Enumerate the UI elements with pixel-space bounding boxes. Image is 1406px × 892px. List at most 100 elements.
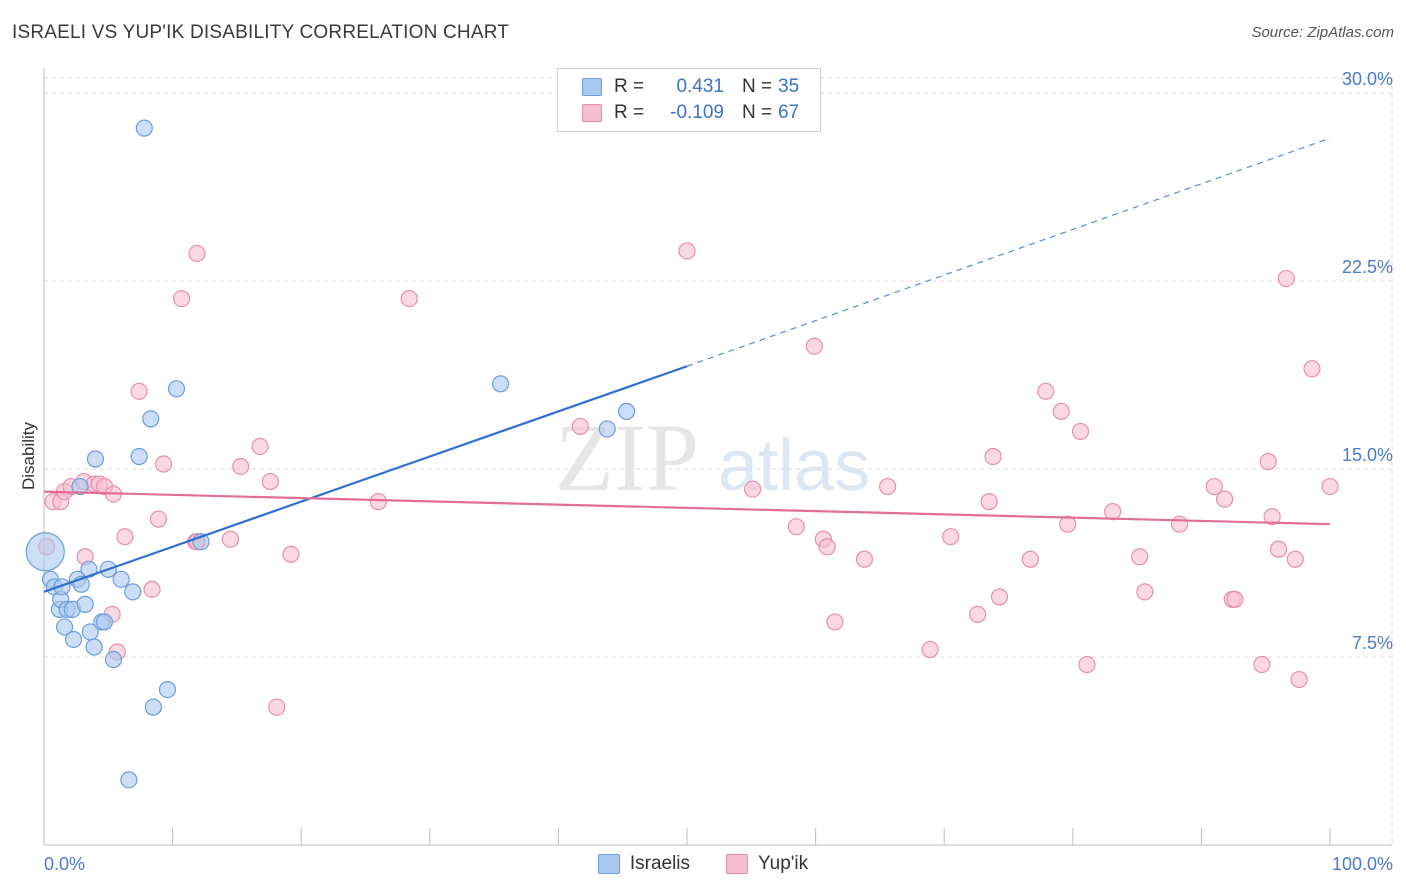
yupik-point (879, 477, 897, 496)
israeli-point (167, 380, 186, 398)
yupik-trend-line (43, 490, 1331, 526)
israeli-point (158, 680, 177, 699)
yupik-point (1104, 503, 1122, 521)
r-label: R = (614, 102, 645, 123)
israeli-point (142, 410, 160, 428)
israeli-point (80, 560, 98, 578)
yupik-point (855, 550, 874, 568)
yupik-point (1277, 269, 1295, 288)
yupik-point (1021, 550, 1039, 568)
israeli-point (491, 375, 510, 393)
yupik-point (969, 605, 987, 624)
israeli-point (86, 450, 105, 468)
legend-series: Israelis Yup'ik (0, 850, 1406, 878)
n-value: 35 (778, 76, 800, 97)
r-value: -0.109 (670, 102, 724, 123)
israeli-point (120, 771, 138, 789)
israelis-swatch (582, 78, 602, 96)
n-label: N = (742, 76, 773, 97)
yupik-point (188, 244, 206, 263)
israeli-point (25, 532, 65, 572)
watermark: ZIP atlas (555, 404, 870, 511)
yupik-point (1071, 422, 1090, 441)
n-value: 67 (778, 102, 800, 123)
yupik-point (826, 613, 844, 631)
yupik-point (1263, 508, 1281, 526)
yupik-point (1259, 452, 1277, 471)
watermark-atlas: atlas (718, 426, 870, 506)
yupik-swatch (582, 104, 602, 122)
yupik-point (1226, 590, 1244, 608)
israeli-point (55, 618, 74, 636)
israeli-point (76, 595, 94, 613)
label-layer: 7.5% 15.0% 22.5% 30.0% 0.0% 100.0% (44, 69, 1393, 874)
yupik-point (173, 289, 191, 308)
yupik-point (261, 472, 279, 491)
yupik-point (1290, 670, 1308, 689)
source-label: Source: ZipAtlas.com (1251, 24, 1394, 41)
yupik-point (1037, 382, 1055, 400)
y-axis-title: Disability (19, 421, 38, 490)
yupik-swatch (726, 854, 749, 874)
yupik-point (921, 640, 939, 659)
x-tick-label: 100.0% (1332, 854, 1393, 874)
yupik-point (400, 289, 418, 308)
legend-row-israelis: R = 0.431 N = 35 (582, 74, 799, 100)
yupik-point (232, 457, 250, 476)
yupik-point (1078, 655, 1096, 674)
yupik-point (130, 382, 148, 400)
israeli-point (85, 638, 103, 656)
n-label: N = (742, 102, 773, 123)
legend-item-yupik[interactable]: Yup'ik (726, 853, 808, 875)
israeli-trend-extension (686, 137, 1331, 367)
yupik-point (1215, 490, 1234, 508)
israeli-point (95, 613, 114, 631)
yupik-point (1205, 477, 1223, 496)
yupik-point (149, 510, 168, 528)
yupik-point (1052, 402, 1070, 420)
israeli-point (135, 119, 153, 137)
yupik-point (1253, 655, 1271, 674)
y-tick-label: 7.5% (1352, 633, 1393, 653)
israeli-trend-line (43, 365, 688, 593)
yupik-point (1131, 548, 1149, 566)
yupik-point (282, 545, 300, 563)
yupik-point (1286, 550, 1304, 568)
legend-stats: R = 0.431 N = 35 R = -0.109 N = 67 (557, 68, 821, 132)
legend-item-israelis[interactable]: Israelis (597, 853, 691, 875)
legend-label-yupik: Yup'ik (758, 853, 809, 874)
yupik-point (251, 437, 269, 456)
israeli-point (598, 420, 616, 438)
yupik-point (154, 455, 173, 473)
yupik-point (942, 528, 960, 546)
yupik-point (787, 518, 805, 536)
yupik-point (818, 538, 836, 556)
israeli-point (104, 650, 123, 669)
legend-label-israelis: Israelis (629, 853, 691, 874)
r-label: R = (614, 76, 645, 97)
axis-layer (43, 68, 1392, 846)
chart-title: ISRAELI VS YUP'IK DISABILITY CORRELATION… (12, 22, 510, 43)
yupik-point (990, 588, 1009, 606)
israeli-point (130, 447, 148, 466)
israeli-point (112, 570, 130, 588)
israeli-point (124, 583, 142, 601)
israeli-point (617, 402, 636, 420)
yupik-point (1059, 515, 1077, 533)
israeli-points (25, 119, 636, 789)
trend-layer (43, 137, 1331, 593)
israeli-point (144, 698, 162, 716)
yupik-point (1321, 477, 1339, 496)
y-tick-label: 22.5% (1342, 257, 1393, 277)
r-value: 0.431 (676, 76, 724, 97)
yupik-point (369, 493, 387, 511)
yupik-point (143, 580, 161, 598)
yupik-point (268, 698, 286, 716)
israeli-point (64, 630, 83, 649)
x-tick-label: 0.0% (44, 854, 85, 874)
yupik-point (980, 493, 998, 511)
israeli-point (71, 477, 89, 496)
y-tick-label: 15.0% (1342, 445, 1393, 465)
yupik-point (221, 530, 240, 548)
yupik-point (1303, 360, 1321, 378)
